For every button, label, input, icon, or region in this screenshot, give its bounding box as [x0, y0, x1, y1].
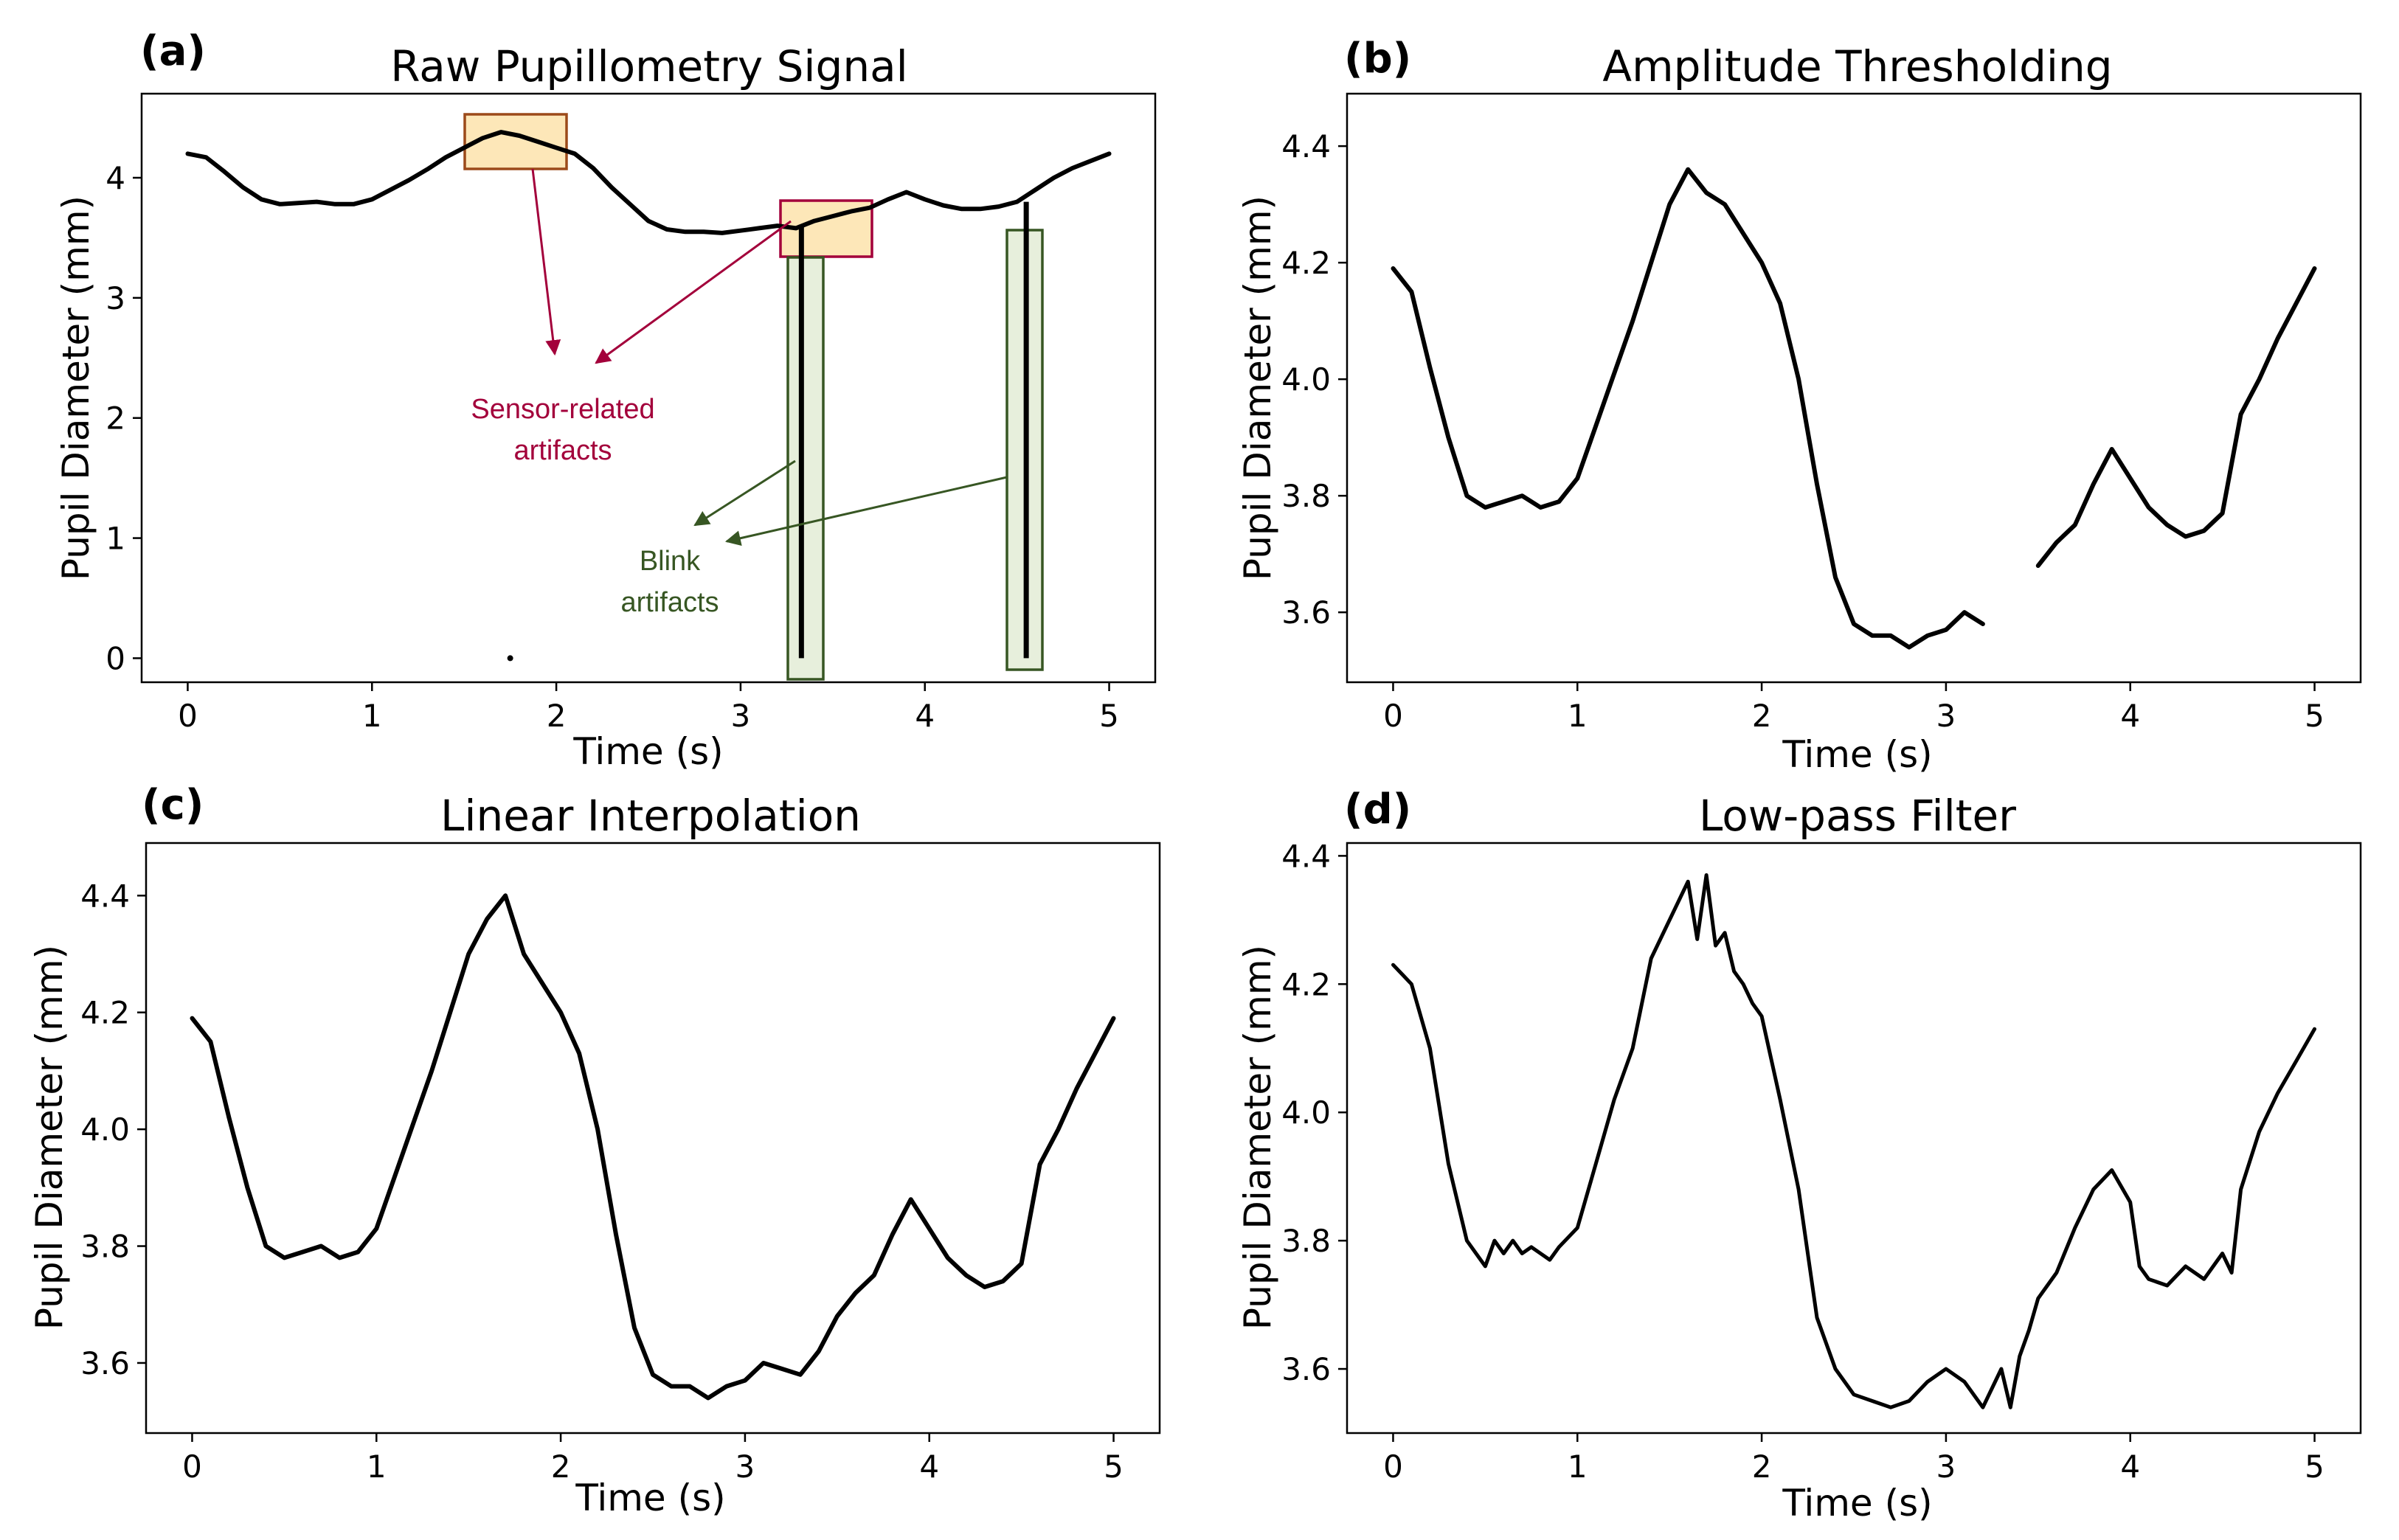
- y-tick-label: 4.2: [1281, 245, 1331, 281]
- data-point: [507, 655, 513, 662]
- x-tick-label: 0: [1383, 698, 1403, 734]
- x-tick-label: 2: [1752, 698, 1772, 734]
- tick-group: 0 1 2 3 4 5 3.6 3.8 4.0 4.2 4.4: [1281, 128, 2324, 734]
- tick-group: 0 1 2 3 4 5 3.6 3.8 4.0 4.2 4.4: [1281, 838, 2324, 1485]
- x-tick-label: 3: [731, 698, 751, 734]
- chart-title: Raw Pupillometry Signal: [390, 41, 908, 91]
- annotation-group: Sensor-related artifacts Blink artifacts: [471, 168, 1008, 618]
- x-axis-label: Time (s): [1782, 1482, 1932, 1525]
- y-tick-label: 3: [105, 280, 125, 316]
- x-tick-label: 0: [1383, 1449, 1403, 1485]
- chart-title: Amplitude Thresholding: [1602, 41, 2112, 91]
- x-tick-label: 0: [182, 1449, 202, 1485]
- sensor-annotation-line2: artifacts: [513, 435, 612, 466]
- x-axis-label: Time (s): [575, 1477, 725, 1519]
- panel-b: (b) Amplitude Thresholding Pupil Diamete…: [1236, 35, 2362, 776]
- x-tick-label: 1: [367, 1449, 387, 1485]
- x-tick-label: 4: [2120, 1449, 2140, 1485]
- x-tick-label: 4: [919, 1449, 939, 1485]
- panel-label: (c): [142, 781, 204, 829]
- x-tick-label: 1: [362, 698, 382, 734]
- y-tick-label: 4.4: [1281, 128, 1331, 164]
- series-group: [1391, 873, 2316, 1409]
- y-tick-label: 3.6: [1281, 1351, 1331, 1387]
- x-tick-label: 5: [1099, 698, 1119, 734]
- y-axis-label: Pupil Diameter (mm): [28, 945, 71, 1330]
- panel-label: (b): [1344, 35, 1411, 83]
- series-line: [185, 130, 1112, 235]
- x-tick-label: 3: [1936, 698, 1956, 734]
- x-tick-label: 1: [1568, 698, 1588, 734]
- plot-frame: [140, 92, 1157, 684]
- series-line: [1391, 873, 2316, 1409]
- series-group: [190, 893, 1116, 1401]
- series-group: [1391, 167, 2317, 650]
- y-tick-label: 2: [105, 400, 125, 437]
- sensor-artifact-box: [463, 113, 568, 170]
- tick-group: 0 1 2 3 4 5 3.6 3.8 4.0 4.2 4.4: [80, 878, 1124, 1485]
- panel-label: (d): [1344, 785, 1411, 833]
- y-tick-label: 4.0: [80, 1111, 130, 1148]
- y-tick-label: 4.2: [1281, 966, 1331, 1002]
- plot-frame: [145, 842, 1161, 1435]
- chart-title: Linear Interpolation: [440, 791, 861, 841]
- blink-arrow: [724, 476, 1008, 547]
- series-group: [185, 130, 1112, 662]
- x-tick-label: 2: [547, 698, 567, 734]
- x-tick-label: 2: [1752, 1449, 1772, 1485]
- series-line: [190, 893, 1116, 1401]
- x-tick-label: 5: [1104, 1449, 1124, 1485]
- x-tick-label: 5: [2305, 698, 2324, 734]
- x-tick-label: 5: [2305, 1449, 2324, 1485]
- y-axis-label: Pupil Diameter (mm): [1236, 195, 1279, 580]
- sensor-arrow: [531, 168, 561, 356]
- y-tick-label: 0: [105, 640, 125, 676]
- blink-arrow: [693, 459, 796, 527]
- x-tick-label: 1: [1568, 1449, 1588, 1485]
- y-tick-label: 4.0: [1281, 361, 1331, 398]
- plot-frame: [1346, 92, 2362, 684]
- chart-title: Low-pass Filter: [1699, 791, 2016, 841]
- plot-frame: [1346, 842, 2362, 1435]
- y-tick-label: 4.4: [80, 878, 130, 914]
- series-line: [1391, 167, 2317, 650]
- blink-annotation-line2: artifacts: [620, 587, 719, 618]
- x-tick-label: 3: [735, 1449, 755, 1485]
- panel-d: (d) Low-pass Filter Pupil Diameter (mm) …: [1236, 785, 2362, 1525]
- panel-label: (a): [140, 27, 206, 75]
- panel-a: (a) Raw Pupillometry Signal Pupil Diamet…: [55, 27, 1157, 773]
- sensor-annotation-line1: Sensor-related: [471, 394, 654, 425]
- x-tick-label: 4: [915, 698, 935, 734]
- x-axis-label: Time (s): [572, 730, 723, 773]
- blink-annotation-line1: Blink: [640, 546, 701, 577]
- y-tick-label: 3.8: [1281, 1223, 1331, 1259]
- y-tick-label: 3.6: [1281, 594, 1331, 631]
- y-axis-label: Pupil Diameter (mm): [55, 195, 97, 580]
- y-tick-label: 3.6: [80, 1345, 130, 1381]
- y-tick-label: 3.8: [1281, 478, 1331, 514]
- sensor-arrow: [595, 220, 792, 364]
- y-tick-label: 4: [105, 160, 125, 196]
- artifact-boxes: [463, 113, 1044, 681]
- tick-group: 0 1 2 3 4 5 0 1 2 3 4: [105, 160, 1119, 734]
- x-tick-label: 2: [551, 1449, 571, 1485]
- y-tick-label: 4.2: [80, 995, 130, 1031]
- x-tick-label: 0: [178, 698, 198, 734]
- y-tick-label: 4.4: [1281, 838, 1331, 874]
- x-axis-label: Time (s): [1782, 733, 1932, 776]
- blink-artifact-box: [786, 256, 825, 681]
- y-axis-label: Pupil Diameter (mm): [1236, 945, 1279, 1330]
- y-tick-label: 4.0: [1281, 1095, 1331, 1131]
- y-tick-label: 1: [105, 521, 125, 557]
- x-tick-label: 4: [2120, 698, 2140, 734]
- x-tick-label: 3: [1936, 1449, 1956, 1485]
- y-tick-label: 3.8: [80, 1229, 130, 1265]
- panel-c: (c) Linear Interpolation Pupil Diameter …: [28, 781, 1161, 1519]
